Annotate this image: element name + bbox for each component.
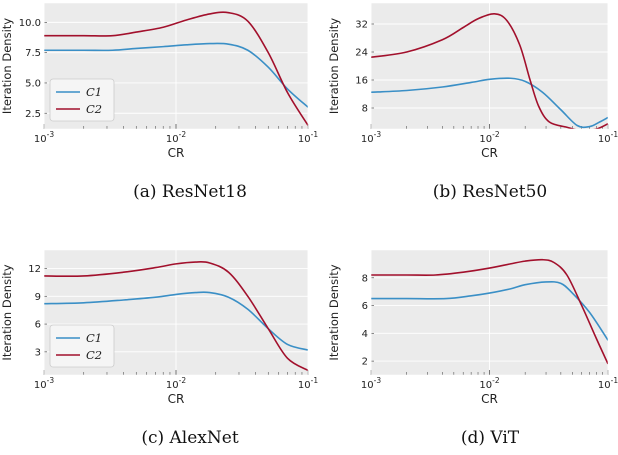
- chart-1-series-2-line: [371, 13, 608, 129]
- chart-0-frame: [43, 2, 309, 130]
- chart-0-ytick-label-1: 5.0: [25, 78, 41, 89]
- chart-1-xlabel: CR: [481, 146, 498, 160]
- chart-0-legend-box: [49, 78, 115, 122]
- chart-2-xlabel: CR: [168, 392, 185, 406]
- chart-2-legend-box: [49, 324, 115, 368]
- chart-2-ytick-label-3: 12: [28, 264, 41, 275]
- chart-0-legend-label-1: C1: [86, 85, 102, 99]
- chart-3-xtick-label-1: 10-2: [479, 376, 499, 391]
- chart-3-xtick-label-2: 10-1: [598, 376, 618, 391]
- chart-2-xtick-label-1: 10-2: [166, 376, 186, 391]
- chart-1-series-1-line: [371, 77, 608, 129]
- caption-b: (b) ResNet50: [432, 182, 548, 202]
- chart-1-ytick-label-0: 8: [362, 104, 368, 115]
- chart-3-series-2-line: [371, 258, 608, 365]
- chart-3-xlabel: CR: [481, 392, 498, 406]
- chart-2-ytick-label-2: 9: [35, 292, 41, 303]
- chart-1-ytick-label-2: 24: [355, 48, 368, 59]
- chart-2-ytick-label-1: 6: [35, 320, 41, 331]
- chart-1-ytick-label-1: 16: [355, 76, 368, 87]
- chart-0-series-2-line: [44, 11, 308, 126]
- chart-3-ytick-label-0: 2: [362, 357, 368, 368]
- chart-2-ytick-label-0: 3: [35, 347, 41, 358]
- chart-1-ylabel: Iteration Density: [327, 18, 341, 114]
- chart-2-xtick-label-2: 10-1: [298, 376, 318, 391]
- caption-d: (d) ViT: [460, 428, 520, 448]
- chart-3-xtick-label-0: 10-3: [361, 376, 381, 391]
- chart-0-xlabel: CR: [168, 146, 185, 160]
- chart-2-legend-label-1: C1: [86, 331, 102, 345]
- chart-2-frame: [43, 249, 309, 376]
- chart-3-ytick-label-3: 8: [362, 273, 368, 284]
- chart-0-xtick-label-0: 10-3: [34, 130, 54, 145]
- chart-0-ytick-label-3: 10.0: [19, 18, 41, 29]
- chart-0-legend-label-2: C2: [86, 102, 102, 116]
- chart-1-xtick-label-1: 10-2: [479, 130, 499, 145]
- caption-a: (a) ResNet18: [133, 182, 247, 202]
- chart-1-frame: [370, 2, 609, 130]
- chart-2-series-2-line: [44, 261, 308, 372]
- chart-0-series-1-line: [44, 42, 308, 108]
- chart-0-xtick-label-1: 10-2: [166, 130, 186, 145]
- chart-1-xtick-label-2: 10-1: [598, 130, 618, 145]
- chart-2-legend-label-2: C2: [86, 348, 102, 362]
- chart-0-ylabel: Iteration Density: [0, 18, 14, 114]
- chart-2-xtick-label-0: 10-3: [34, 376, 54, 391]
- chart-3-frame: [370, 249, 609, 376]
- chart-1-ytick-label-3: 32: [355, 20, 368, 31]
- chart-3-ylabel: Iteration Density: [327, 264, 341, 360]
- chart-2-ylabel: Iteration Density: [0, 264, 14, 360]
- chart-3-series-1-line: [371, 280, 608, 341]
- chart-0-ytick-label-0: 2.5: [25, 109, 41, 120]
- chart-0-ytick-label-2: 7.5: [25, 48, 41, 59]
- chart-3-ytick-label-2: 6: [362, 301, 368, 312]
- caption-c: (c) AlexNet: [141, 428, 239, 448]
- chart-1-xtick-label-0: 10-3: [361, 130, 381, 145]
- chart-0-xtick-label-2: 10-1: [298, 130, 318, 145]
- chart-3-ytick-label-1: 4: [362, 329, 368, 340]
